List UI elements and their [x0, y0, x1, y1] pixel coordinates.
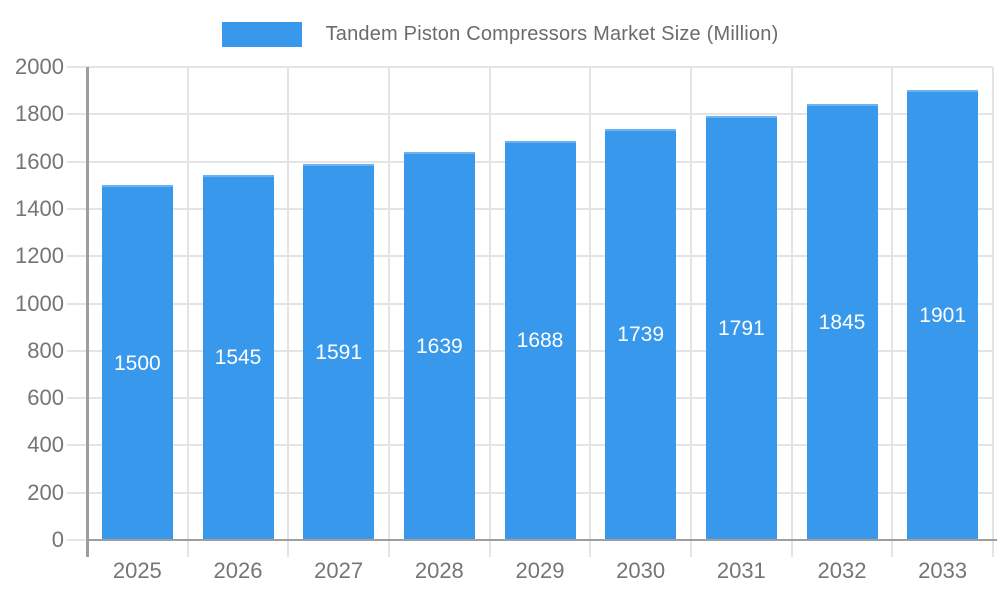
x-tick-label-2033: 2033 [918, 558, 968, 583]
bar-2033[interactable]: 1901 [907, 90, 979, 540]
x-tick-label-2032: 2032 [817, 558, 867, 583]
bar-2031[interactable]: 1791 [705, 116, 777, 540]
gridline-x-3 [388, 67, 390, 557]
x-tick-label-2031: 2031 [716, 558, 766, 583]
y-tick-label-1600: 1600 [15, 148, 64, 174]
x-tick-label-2028: 2028 [414, 558, 464, 583]
y-axis-line [86, 67, 89, 557]
gridline-x-8 [891, 67, 894, 557]
y-tick-label-1200: 1200 [15, 243, 64, 269]
y-tick-label-400: 400 [27, 432, 64, 458]
gridline-x-6 [690, 67, 692, 557]
gridline-x-2 [287, 67, 290, 557]
bar-2028[interactable]: 1639 [403, 152, 475, 540]
bar-value-label-2027: 1591 [315, 340, 363, 364]
x-tick-label-2025: 2025 [112, 558, 162, 583]
gridline-x-7 [790, 67, 793, 557]
bar-value-label-2026: 1545 [214, 346, 262, 370]
bar-value-label-2025: 1500 [113, 351, 161, 375]
bar-2029[interactable]: 1688 [504, 140, 576, 540]
gridline-x-4 [488, 67, 491, 557]
y-tick-label-1800: 1800 [15, 101, 64, 127]
legend[interactable]: Tandem Piston Compressors Market Size (M… [0, 20, 1000, 48]
legend-label: Tandem Piston Compressors Market Size (M… [325, 22, 779, 45]
bar-2032[interactable]: 1845 [806, 103, 878, 540]
x-tick-label-2026: 2026 [213, 558, 263, 583]
bar-value-label-2031: 1791 [717, 317, 765, 341]
gridline-y-2000 [67, 66, 993, 68]
bar-value-label-2030: 1739 [617, 323, 665, 347]
bar-value-label-2033: 1901 [919, 304, 967, 328]
legend-swatch[interactable] [221, 21, 302, 47]
gridline-x-9 [992, 67, 994, 557]
y-tick-label-1400: 1400 [15, 195, 64, 221]
y-tick-label-600: 600 [27, 385, 64, 411]
x-tick-label-2030: 2030 [616, 558, 666, 583]
bar-2027[interactable]: 1591 [303, 163, 375, 540]
bar-2026[interactable]: 1545 [202, 174, 274, 540]
gridline-y-1800 [67, 113, 993, 116]
x-tick-label-2027: 2027 [314, 558, 364, 583]
bar-2025[interactable]: 1500 [101, 185, 173, 540]
plot-area: 1500 1545 1591 1639 1688 1739 1791 1845 1901 [67, 66, 997, 557]
y-tick-label-0: 0 [51, 527, 64, 552]
bar-value-label-2032: 1845 [818, 310, 866, 334]
y-tick-label-200: 200 [27, 479, 64, 505]
y-tick-label-1000: 1000 [15, 290, 64, 316]
gridline-x-5 [589, 67, 592, 557]
x-tick-label-2029: 2029 [515, 558, 565, 583]
bar-value-label-2028: 1639 [415, 335, 463, 359]
x-axis-line [86, 538, 997, 541]
bar-value-label-2029: 1688 [516, 329, 564, 353]
y-tick-label-800: 800 [27, 337, 64, 363]
gridline-x-1 [186, 67, 189, 557]
bar-2030[interactable]: 1739 [605, 128, 677, 540]
y-tick-label-2000: 2000 [15, 54, 64, 79]
